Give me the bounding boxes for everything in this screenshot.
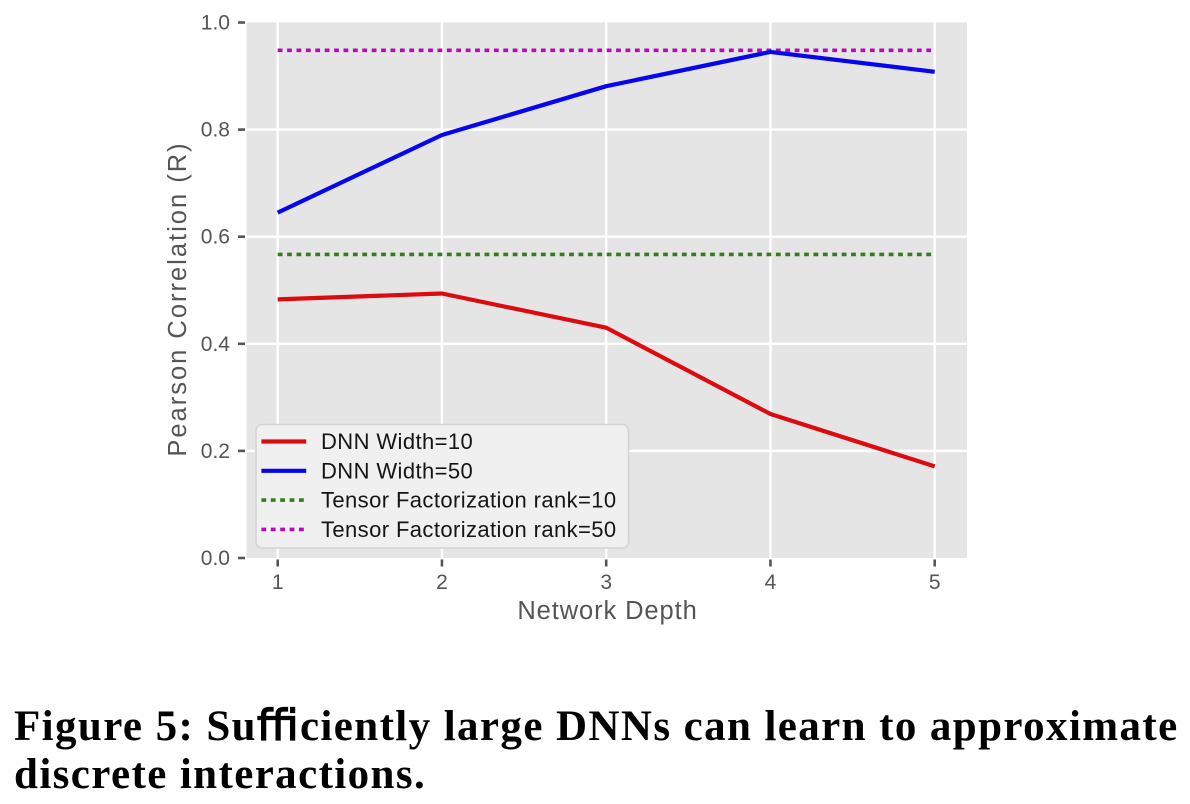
svg-text:DNN Width=10: DNN Width=10 [321,429,473,454]
svg-text:Pearson Correlation (R): Pearson Correlation (R) [164,141,192,456]
svg-text:2: 2 [436,571,448,594]
svg-text:0.0: 0.0 [201,547,230,570]
svg-text:DNN Width=50: DNN Width=50 [321,458,473,483]
svg-text:1: 1 [272,571,284,594]
svg-text:Tensor Factorization rank=50: Tensor Factorization rank=50 [321,517,617,542]
svg-text:5: 5 [929,571,941,594]
svg-text:4: 4 [765,571,777,594]
svg-text:Network Depth: Network Depth [517,597,697,625]
svg-text:0.4: 0.4 [201,333,231,356]
svg-text:3: 3 [600,571,612,594]
svg-text:0.6: 0.6 [201,226,230,249]
svg-text:0.2: 0.2 [201,440,230,463]
svg-text:0.8: 0.8 [201,119,230,142]
svg-text:1.0: 1.0 [201,12,230,35]
svg-text:Tensor Factorization rank=10: Tensor Factorization rank=10 [321,488,617,513]
